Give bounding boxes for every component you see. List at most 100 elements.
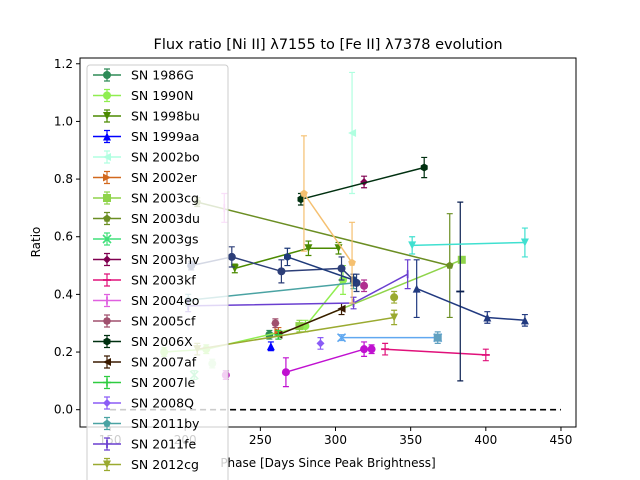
legend-entry: SN 2003kf xyxy=(93,273,196,288)
legend-marker xyxy=(103,358,111,366)
legend-label: SN 2003hv xyxy=(131,252,200,267)
legend-label: SN 1998bu xyxy=(131,109,200,124)
x-tick-label: 350 xyxy=(399,433,422,447)
y-tick-label: 0.8 xyxy=(54,172,73,186)
data-point xyxy=(271,319,280,328)
legend-marker xyxy=(103,173,111,182)
legend-label: SN 2003cg xyxy=(131,191,199,206)
x-tick-label: 400 xyxy=(474,433,497,447)
legend-marker xyxy=(103,378,111,387)
y-tick-label: 1.2 xyxy=(54,57,73,71)
y-tick-label: 0.6 xyxy=(54,230,73,244)
chart-title: Flux ratio [Ni II] λ7155 to [Fe II] λ737… xyxy=(153,37,502,53)
legend-entry: SN 2006X xyxy=(93,334,193,349)
data-point xyxy=(266,342,275,351)
data-point xyxy=(227,252,236,261)
y-tick-label: 0.4 xyxy=(54,287,73,301)
legend-label: SN 1999aa xyxy=(131,129,199,144)
data-point xyxy=(337,264,346,273)
legend-label: SN 2011fe xyxy=(131,437,196,452)
series-4 xyxy=(266,341,275,352)
legend-label: SN 2006X xyxy=(131,334,193,349)
x-tick-label: 250 xyxy=(249,433,272,447)
legend-entry: SN 2012cg xyxy=(93,457,199,472)
legend-entry: SN 1986G xyxy=(93,68,194,83)
legend-entry: SN 2002er xyxy=(93,170,198,185)
legend-marker xyxy=(103,337,111,346)
legend-label: SN 2003kf xyxy=(131,273,196,288)
legend-label: SN 2012cg xyxy=(131,457,199,472)
series-25 xyxy=(408,227,529,258)
legend-entry: SN 2007le xyxy=(93,375,196,390)
legend-marker xyxy=(103,317,111,325)
legend-label: SN 1986G xyxy=(131,68,194,83)
series-line xyxy=(278,308,342,336)
data-point xyxy=(433,333,442,342)
legend-label: SN 2008Q xyxy=(131,396,194,411)
data-point xyxy=(520,316,529,325)
data-point xyxy=(483,313,492,322)
legend-label: SN 2007af xyxy=(131,355,197,370)
series-24 xyxy=(456,201,465,382)
legend-entry: SN 2003du xyxy=(93,211,200,226)
legend-marker xyxy=(103,419,111,427)
data-point xyxy=(348,258,356,266)
series-31 xyxy=(433,331,442,344)
data-point xyxy=(445,261,454,269)
data-point xyxy=(300,189,308,197)
legend-marker xyxy=(103,91,111,100)
series-16 xyxy=(274,329,283,340)
data-point xyxy=(408,241,417,250)
data-point xyxy=(297,195,305,204)
y-axis-label: Ratio xyxy=(29,227,43,258)
legend-label: SN 2002er xyxy=(131,170,198,185)
legend-marker xyxy=(103,214,111,222)
legend-marker xyxy=(103,112,111,120)
legend-marker xyxy=(103,460,111,469)
series-line xyxy=(197,316,395,350)
series-5 xyxy=(348,71,357,195)
legend-label: SN 2003gs xyxy=(131,232,199,247)
legend-entry: SN 2002bo xyxy=(93,150,200,165)
data-point xyxy=(281,368,290,377)
legend-marker xyxy=(103,399,111,407)
data-point xyxy=(360,281,369,290)
legend-label: SN 2007le xyxy=(131,375,196,390)
data-point xyxy=(337,304,346,313)
legend-label: SN 2003du xyxy=(131,211,200,226)
series-17 xyxy=(316,337,325,350)
data-point xyxy=(284,252,291,261)
legend-entry: SN 2011fe xyxy=(93,437,196,452)
legend-entry: SN 1998bu xyxy=(93,109,200,124)
data-point xyxy=(304,244,313,253)
legend-entry: SN 1999aa xyxy=(93,129,199,144)
series-line xyxy=(303,193,353,264)
legend-entry: SN 2004eo xyxy=(93,293,199,308)
data-point xyxy=(274,330,283,339)
y-tick-label: 0.2 xyxy=(54,345,73,359)
legend: SN 1986G SN 1990N SN 1998bu SN 1999aa SN 200… xyxy=(86,64,229,480)
series-32 xyxy=(390,290,399,304)
data-point xyxy=(420,163,428,172)
x-tick-label: 450 xyxy=(550,433,573,447)
legend-marker xyxy=(103,71,111,79)
data-point xyxy=(360,345,369,354)
series-11 xyxy=(381,342,490,362)
legend-entry: SN 2008Q xyxy=(93,396,194,411)
series-15 xyxy=(274,302,346,340)
series-13 xyxy=(271,318,280,329)
y-tick-label: 1.0 xyxy=(54,114,73,128)
data-point xyxy=(316,339,325,348)
x-tick-label: 300 xyxy=(324,433,347,447)
legend-entry: SN 2011by xyxy=(93,416,200,431)
legend-entry: SN 2003gs xyxy=(93,232,199,247)
legend-label: SN 2002bo xyxy=(131,150,200,165)
series-line xyxy=(385,348,486,356)
legend-label: SN 2011by xyxy=(131,416,200,431)
data-point xyxy=(520,238,529,247)
series-line xyxy=(416,287,525,322)
series-26 xyxy=(300,135,356,304)
series-line xyxy=(287,256,354,281)
data-point xyxy=(457,255,466,264)
